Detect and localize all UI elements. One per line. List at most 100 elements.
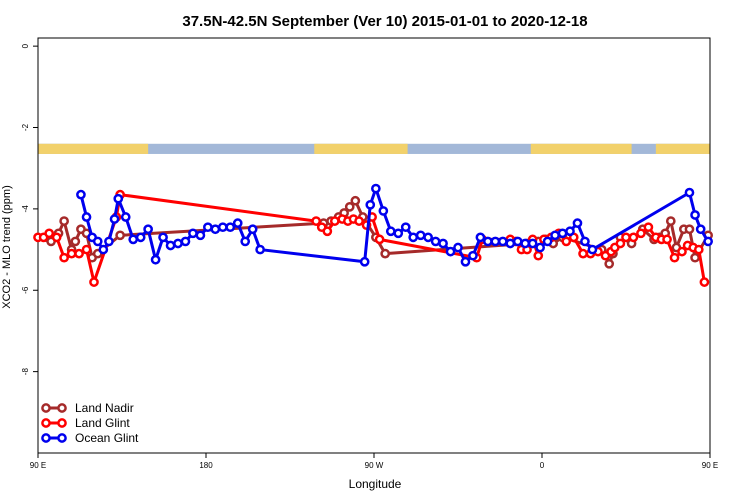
data-point [120,212,131,222]
data-point [497,236,508,247]
legend-marker-left [41,403,51,413]
x-tick-label: 90 E [30,461,46,470]
data-point [322,226,333,237]
data-point [115,230,125,241]
y-tick-label: -8 [21,368,30,376]
legend-marker-right [57,433,67,443]
data-point [203,222,213,233]
data-point [350,195,361,206]
data-point [66,248,77,259]
legend-marker-left [41,418,51,428]
data-point [135,232,146,243]
data-point [684,187,695,198]
data-point [677,246,687,257]
data-point [415,230,426,241]
data-point [533,250,544,261]
data-point [512,236,523,247]
y-tick-label: -2 [21,123,30,131]
data-point [669,252,680,263]
y-tick-label: -4 [21,205,30,213]
data-point [615,238,626,249]
axis-ticks: 90 E 180 90 W 0 90 E 0 -2 -4 -6 -8 [21,43,718,470]
data-point [445,246,456,257]
data-point [690,210,700,220]
plot-frame [37,37,711,454]
data-point [520,238,531,249]
data-point [59,216,69,226]
data-point [572,218,583,228]
data-point [587,244,598,255]
data-point [400,222,411,233]
data-point [453,242,463,253]
data-point [128,234,139,245]
data-point [483,236,493,247]
y-tick-label: -6 [21,286,30,294]
data-point [628,232,639,243]
data-point [490,236,501,247]
data-point [580,236,590,247]
data-point [329,216,340,226]
land-segment [38,143,149,154]
data-point [76,189,86,200]
data-point [535,242,545,253]
data-series [33,183,713,287]
data-point [44,228,55,239]
x-tick-label: 90 E [702,461,718,470]
data-point [460,256,471,267]
data-point [378,206,389,216]
data-point [703,236,713,247]
data-point [542,236,553,247]
data-point [92,236,103,247]
data-point [468,250,478,261]
data-point [81,244,92,255]
series-ocean-glint [76,183,713,267]
data-point [210,224,221,235]
data-point [643,222,654,233]
data-point [408,232,419,243]
data-point [699,277,710,287]
data-point [59,252,69,263]
data-point [604,258,615,269]
data-point [385,226,396,237]
data-point [430,236,441,247]
legend-label: Land Glint [75,416,130,430]
data-point [180,236,191,247]
data-point [374,234,385,245]
data-point [505,238,516,249]
data-point [636,228,646,239]
data-point [665,216,676,226]
data-point [693,244,704,255]
data-point [98,244,109,255]
data-point [217,222,228,233]
data-point [423,232,433,243]
data-point [165,240,176,251]
data-point [695,224,706,235]
data-point [578,248,588,259]
data-point [143,224,153,235]
data-point [74,248,84,259]
data-point [557,228,568,239]
axis-frame [37,37,711,454]
land-segment [530,143,632,154]
data-point [188,228,198,239]
data-point [621,232,631,243]
data-point [365,199,376,210]
legend-marker-right [57,418,67,428]
x-tick-label: 0 [540,461,545,470]
data-point [475,232,486,243]
data-point [255,244,265,255]
data-point [89,277,99,287]
data-point [247,224,258,235]
data-point [371,183,381,194]
y-tick-label: 0 [21,43,30,48]
data-point [550,230,560,241]
y-axis-label: XCO2 - MLO trend (ppm) [1,185,13,308]
legend-label: Ocean Glint [75,431,139,445]
data-point [81,212,92,222]
x-tick-label: 180 [199,461,213,470]
data-point [344,201,355,212]
data-point [380,248,391,259]
data-point [173,238,183,249]
data-point [359,256,370,267]
